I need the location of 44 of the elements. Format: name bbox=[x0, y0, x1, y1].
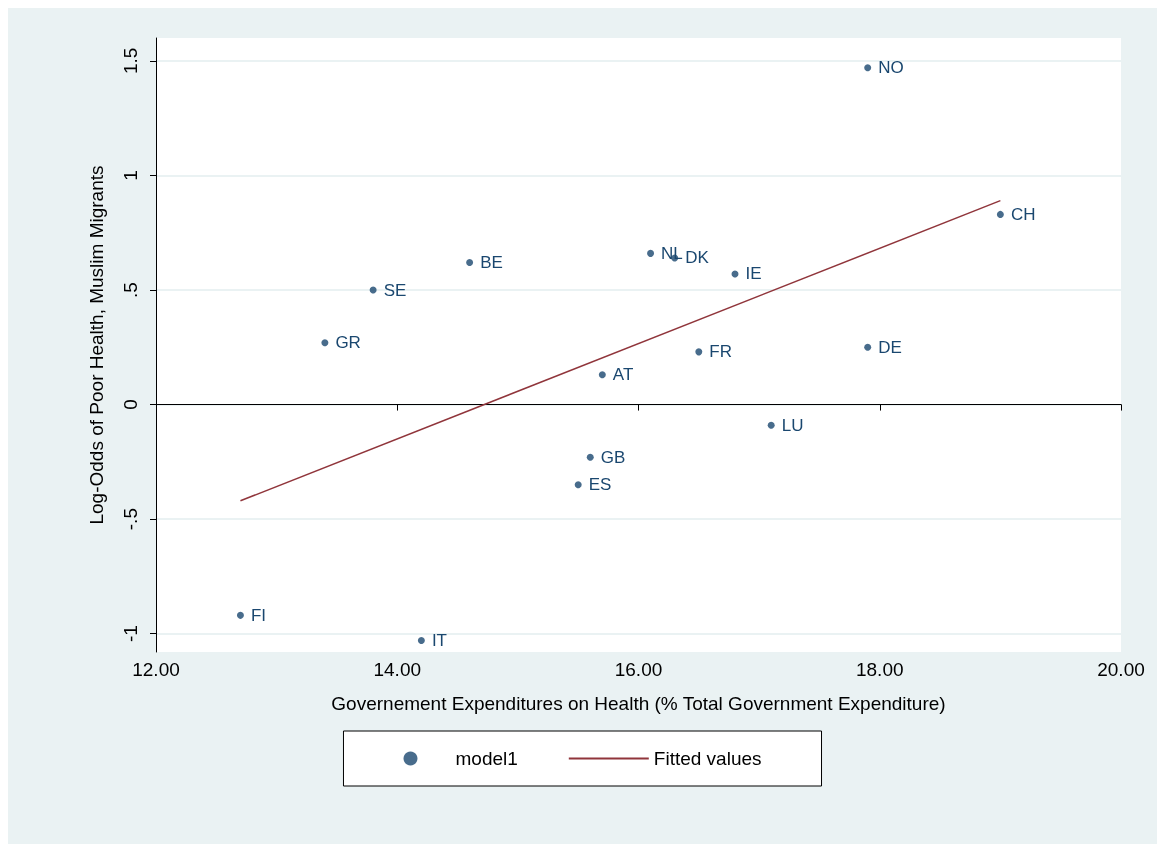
annotation: IE bbox=[745, 264, 762, 284]
annotation: CH bbox=[1010, 204, 1036, 224]
point bbox=[864, 64, 872, 72]
annotation: IT bbox=[431, 631, 447, 651]
annotation: SE bbox=[383, 280, 407, 300]
y-tick-label: -.5 bbox=[120, 508, 141, 531]
x-tick-label: 16.00 bbox=[614, 659, 663, 680]
point bbox=[864, 343, 872, 351]
x-axis-title: Governement Expenditures on Health (% Total Government Expenditure) bbox=[331, 693, 946, 714]
point bbox=[996, 210, 1004, 218]
y-tick-label: -1 bbox=[120, 625, 141, 643]
x-tick-label: 20.00 bbox=[1097, 659, 1145, 680]
point bbox=[647, 249, 655, 257]
x-tick-label: 14.00 bbox=[373, 659, 422, 680]
point bbox=[466, 259, 474, 267]
y-axis-title: Log-Odds of Poor Health, Muslim Migrants bbox=[86, 165, 107, 525]
point bbox=[574, 481, 582, 489]
point bbox=[321, 339, 329, 347]
annotation: FI bbox=[250, 605, 267, 625]
point bbox=[695, 348, 703, 356]
y-tick-label: 1 bbox=[120, 170, 141, 181]
point bbox=[767, 421, 775, 429]
x-tick-label: 12.00 bbox=[132, 659, 180, 680]
point bbox=[598, 371, 606, 379]
annotation: NO bbox=[878, 58, 904, 78]
point bbox=[417, 637, 425, 645]
annotation: LU bbox=[781, 415, 804, 435]
annotation: FR bbox=[709, 342, 732, 362]
point bbox=[236, 611, 244, 619]
x-tick-label: 18.00 bbox=[855, 659, 904, 680]
annotation: AT bbox=[612, 365, 634, 385]
annotation: NL bbox=[661, 243, 683, 263]
annotation: GB bbox=[600, 447, 626, 467]
y-tick-label: .5 bbox=[120, 282, 141, 298]
annotation: DE bbox=[878, 337, 902, 357]
annotation: GR bbox=[335, 333, 361, 353]
y-tick-label: 1.5 bbox=[120, 47, 141, 75]
y-tick-label: 0 bbox=[120, 399, 141, 410]
annotation: ES bbox=[588, 475, 612, 495]
annotation: DK bbox=[685, 248, 710, 268]
legend-label: Fitted values bbox=[653, 748, 762, 769]
annotation: BE bbox=[480, 253, 503, 273]
point bbox=[586, 453, 594, 461]
legend-label: model1 bbox=[455, 748, 518, 769]
